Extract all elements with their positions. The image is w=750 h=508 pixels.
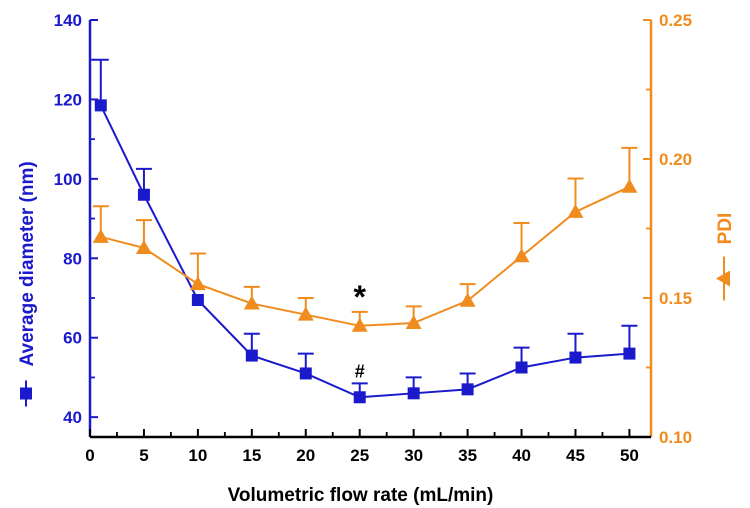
data-point [353,391,366,404]
data-point [191,293,204,306]
x-tick-label: 5 [139,446,148,465]
data-point [459,292,476,307]
left-tick-label: 40 [63,408,82,427]
data-point [299,367,312,380]
left-axis-title-text: Average diameter (nm) [17,161,38,366]
x-tick-label: 0 [85,446,94,465]
x-tick-label: 40 [512,446,531,465]
x-tick-label: 50 [620,446,639,465]
right-tick-label: 0.25 [659,11,692,30]
left-tick-label: 120 [54,90,82,109]
data-point [243,295,260,310]
data-point [513,248,530,263]
x-axis: 0 5 10 15 20 25 30 35 40 45 50 [85,429,651,465]
x-tick-label: 30 [404,446,423,465]
left-tick-label: 100 [54,170,82,189]
data-point [621,178,638,193]
left-y-axis: 40 60 80 100 120 140 [54,11,98,437]
data-point [351,317,368,332]
x-tick-label: 25 [350,446,369,465]
data-point [94,99,107,112]
data-point [461,383,474,396]
series-line [99,104,630,399]
x-tick-label: 15 [242,446,261,465]
x-axis-title: Volumetric flow rate (mL/min) [228,485,494,506]
significance-hash: # [355,361,365,381]
right-axis-title-text: PDI [715,213,736,245]
data-point [623,347,636,360]
data-point [245,349,258,362]
left-axis-title: Average diameter (nm) [17,161,38,407]
series-pdi [92,146,638,332]
right-tick-label: 0.15 [659,289,692,308]
data-point [189,276,206,291]
right-axis-title: PDI [715,213,736,301]
left-tick-label: 80 [63,249,82,268]
right-legend-marker [716,270,730,287]
data-point [407,387,420,400]
right-tick-label: 0.10 [659,428,692,447]
right-tick-label: 0.20 [659,150,692,169]
right-y-axis: 0.10 0.15 0.20 0.25 [643,11,692,447]
x-tick-label: 45 [566,446,585,465]
left-tick-label: 60 [63,329,82,348]
series-average-diameter [92,58,638,404]
data-point [135,239,152,254]
data-point [137,188,150,201]
data-point [405,315,422,330]
data-point [567,203,584,218]
data-point [569,351,582,364]
x-tick-label: 10 [188,446,207,465]
left-legend-marker [20,387,32,400]
data-point [92,228,109,243]
data-point [297,306,314,321]
data-point [515,361,528,374]
left-tick-label: 140 [54,11,82,30]
significance-star: * [353,279,366,315]
x-tick-label: 35 [458,446,477,465]
x-tick-label: 20 [296,446,315,465]
